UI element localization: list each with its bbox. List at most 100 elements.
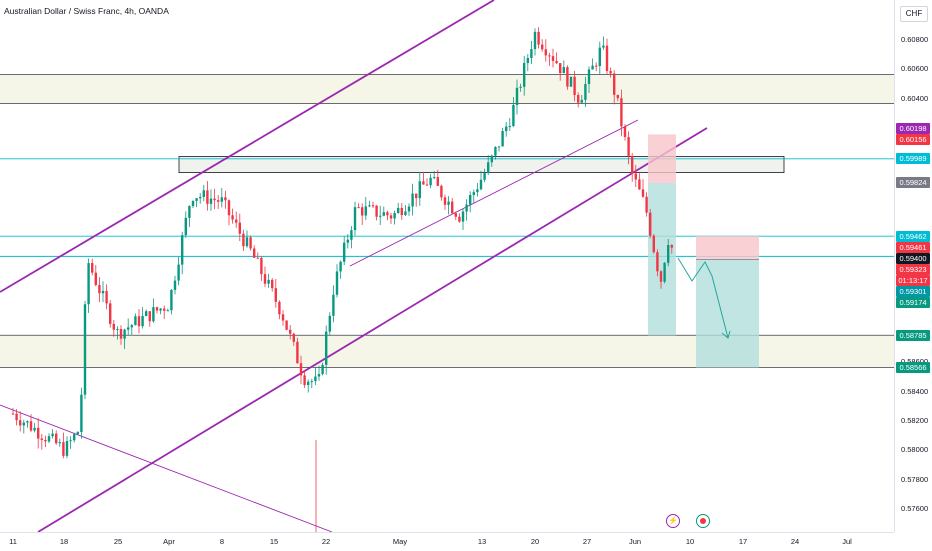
candle-body <box>58 442 61 444</box>
candle-body <box>317 374 321 377</box>
candle-body <box>386 212 389 216</box>
price-badge: 0.58566 <box>896 361 930 373</box>
candle-body <box>364 206 367 216</box>
candle-body <box>382 212 385 216</box>
time-tick-label: 24 <box>790 537 800 546</box>
candle-body <box>584 83 587 100</box>
candle-body <box>299 363 303 376</box>
candle-body <box>616 94 619 99</box>
time-tick-label: 15 <box>269 537 279 546</box>
lightning-icon[interactable]: ⚡ <box>666 514 680 528</box>
candle-body <box>62 442 65 456</box>
candle-body <box>195 198 198 201</box>
time-axis[interactable]: 11 18 25 Apr 8 15 22 May 13 20 27 Jun 10 17 24 Jul <box>0 532 894 551</box>
candle-body <box>148 311 151 322</box>
time-tick-label: 13 <box>477 537 487 546</box>
candle-body <box>310 381 313 383</box>
candle-body <box>472 192 475 195</box>
candle-body <box>368 205 371 207</box>
candle-body <box>159 308 162 311</box>
candle-body <box>379 215 382 217</box>
candle-body <box>609 70 612 74</box>
chart-area[interactable]: Australian Dollar / Swiss Franc, 4h, OAN… <box>0 0 894 532</box>
candle-body <box>465 204 468 212</box>
channel-lower-line <box>37 127 708 532</box>
take-profit-zone <box>648 182 676 336</box>
candle-body <box>127 327 130 330</box>
candle-body <box>184 217 187 236</box>
candle-body <box>155 307 159 311</box>
candle-body <box>19 420 22 426</box>
candle-body <box>652 235 655 253</box>
price-badge: 0.60156 <box>896 133 930 145</box>
candle-body <box>98 284 101 294</box>
candle-body <box>559 63 562 74</box>
candle-body <box>220 197 223 202</box>
candle-body <box>65 441 69 456</box>
candle-body <box>105 290 108 304</box>
candle-body <box>361 207 364 216</box>
symbol-title[interactable]: Australian Dollar / Swiss Franc, 4h, OAN… <box>4 6 169 16</box>
candle-body <box>623 126 627 138</box>
candle-body <box>476 189 479 193</box>
candle-body <box>137 316 141 327</box>
price-badge: 0.59461 <box>896 241 930 253</box>
candle-body <box>101 290 105 294</box>
time-tick-label: 18 <box>59 537 69 546</box>
candle-body <box>429 177 432 186</box>
candle-body <box>73 434 76 441</box>
candle-body <box>224 197 227 201</box>
candle-body <box>123 329 126 339</box>
candle-body <box>238 222 241 234</box>
candle-body <box>116 328 119 330</box>
candle-body <box>80 394 83 433</box>
price-badge: 0.59301 <box>896 285 930 297</box>
candle-body <box>613 73 616 95</box>
candle-body <box>152 307 155 322</box>
candle-body <box>440 185 443 198</box>
candle-body <box>271 279 274 289</box>
candle-body <box>199 196 202 199</box>
candle-body <box>508 126 511 128</box>
candle-body <box>170 289 173 311</box>
candle-body <box>47 436 51 442</box>
candle-body <box>458 216 461 222</box>
candle-body <box>281 314 285 321</box>
price-badge: 0.59400 <box>896 252 930 264</box>
candle-body <box>533 31 537 50</box>
channel-upper-line <box>0 0 495 293</box>
candle-body <box>245 237 249 247</box>
candle-body <box>303 375 306 386</box>
candle-body <box>587 69 591 84</box>
candle-body <box>213 198 216 201</box>
price-badge: 0.59824 <box>896 177 930 189</box>
price-tick-label: 0.60800 <box>901 35 929 44</box>
candle-body <box>267 279 270 284</box>
candle-body <box>328 315 331 332</box>
candle-body <box>253 248 256 258</box>
candle-body <box>278 301 281 315</box>
candle-body <box>670 245 673 248</box>
time-tick-label: 11 <box>9 537 17 546</box>
candle-body <box>505 126 508 132</box>
price-chart[interactable] <box>0 0 894 532</box>
candle-body <box>188 206 191 218</box>
time-tick-label: 10 <box>685 537 695 546</box>
candle-body <box>425 184 429 186</box>
candle-body <box>494 146 497 156</box>
candle-body <box>479 179 483 190</box>
time-tick-label: May <box>392 537 408 546</box>
candle-body <box>591 65 594 70</box>
currency-selector[interactable]: CHF <box>900 6 928 22</box>
candle-body <box>663 262 666 282</box>
candle-body <box>436 177 439 186</box>
candle-body <box>569 76 573 87</box>
candle-body <box>249 237 252 249</box>
price-tick-label: 0.57600 <box>901 503 929 513</box>
candle-body <box>145 311 148 316</box>
candle-body <box>422 181 425 185</box>
dividend-icon[interactable] <box>696 514 710 528</box>
rising-trendline <box>349 119 639 267</box>
candle-body <box>191 200 195 207</box>
candle-body <box>112 323 115 330</box>
